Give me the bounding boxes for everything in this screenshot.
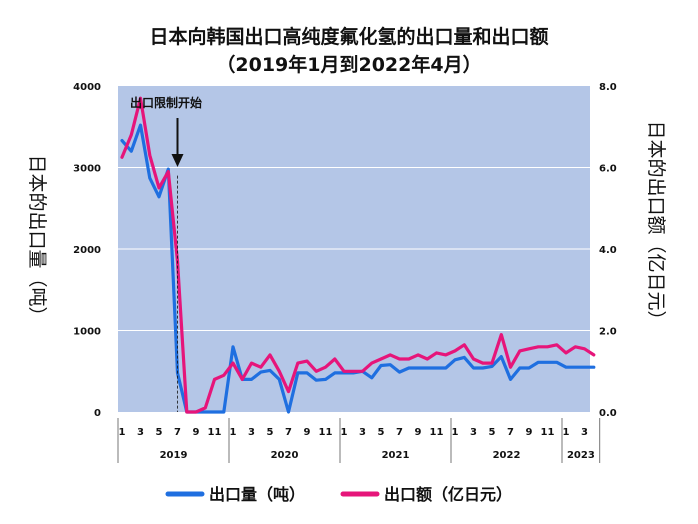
legend: 出口量（吨） 出口额（亿日元） <box>165 485 512 504</box>
year-label: 2022 <box>493 450 521 461</box>
x-tick-label: 7 <box>285 427 292 438</box>
arrow-head <box>171 154 184 167</box>
x-tick-label: 9 <box>415 427 422 438</box>
x-tick-label: 3 <box>359 427 366 438</box>
series-lines <box>120 96 596 414</box>
x-tick-label: 11 <box>541 427 555 438</box>
x-tick-label: 11 <box>208 427 222 438</box>
y-left-tick-label: 1000 <box>73 327 101 338</box>
x-tick-label: 5 <box>378 427 385 438</box>
x-tick-label: 7 <box>507 427 514 438</box>
y-axis-left: 0 1000 2000 3000 4000 <box>73 82 101 419</box>
x-tick-label: 3 <box>137 427 144 438</box>
chart-title: 日本向韩国出口高纯度氟化氢的出口量和出口额 <box>149 25 548 48</box>
year-label: 2021 <box>382 450 410 461</box>
y-axis-right-label: 日本的出口额（亿日元） <box>645 120 667 329</box>
x-tick-label: 1 <box>119 427 126 438</box>
legend-label: 出口额（亿日元） <box>384 485 512 504</box>
series-line-value <box>120 96 596 414</box>
y-left-tick-label: 4000 <box>73 82 101 93</box>
x-tick-label: 1 <box>563 427 570 438</box>
x-tick-label: 1 <box>341 427 348 438</box>
x-tick-label: 7 <box>174 427 181 438</box>
year-label: 2020 <box>271 450 299 461</box>
year-label: 2019 <box>160 450 188 461</box>
x-tick-label: 5 <box>267 427 274 438</box>
x-tick-label: 1 <box>452 427 459 438</box>
y-left-tick-label: 2000 <box>73 245 101 256</box>
x-tick-label: 5 <box>156 427 163 438</box>
x-tick-label: 3 <box>248 427 255 438</box>
y-axis-left-label: 日本的出口量（吨） <box>26 154 48 325</box>
annotation: 出口限制开始 <box>130 95 202 412</box>
x-tick-label: 9 <box>193 427 200 438</box>
y-left-tick-label: 3000 <box>73 164 101 175</box>
y-right-tick-label: 0.0 <box>599 408 617 419</box>
year-label: 2023 <box>567 450 595 461</box>
y-right-tick-label: 6.0 <box>599 164 617 175</box>
y-right-tick-label: 8.0 <box>599 82 617 93</box>
chart-subtitle: （2019年1月到2022年4月） <box>216 53 481 76</box>
y-axis-right: 0.0 2.0 4.0 6.0 8.0 <box>599 82 617 419</box>
gridlines <box>118 167 590 331</box>
x-tick-label: 5 <box>489 427 496 438</box>
x-tick-label: 3 <box>581 427 588 438</box>
y-right-tick-label: 2.0 <box>599 327 617 338</box>
x-tick-label: 11 <box>430 427 444 438</box>
y-left-tick-label: 0 <box>94 408 101 419</box>
legend-label: 出口量（吨） <box>209 485 305 504</box>
y-right-tick-label: 4.0 <box>599 245 617 256</box>
annotation-label: 出口限制开始 <box>130 95 202 110</box>
x-tick-label: 3 <box>470 427 477 438</box>
x-tick-label: 7 <box>396 427 403 438</box>
x-tick-label: 11 <box>319 427 333 438</box>
x-tick-label: 9 <box>304 427 311 438</box>
x-tick-label: 9 <box>526 427 533 438</box>
x-tick-label: 1 <box>230 427 237 438</box>
